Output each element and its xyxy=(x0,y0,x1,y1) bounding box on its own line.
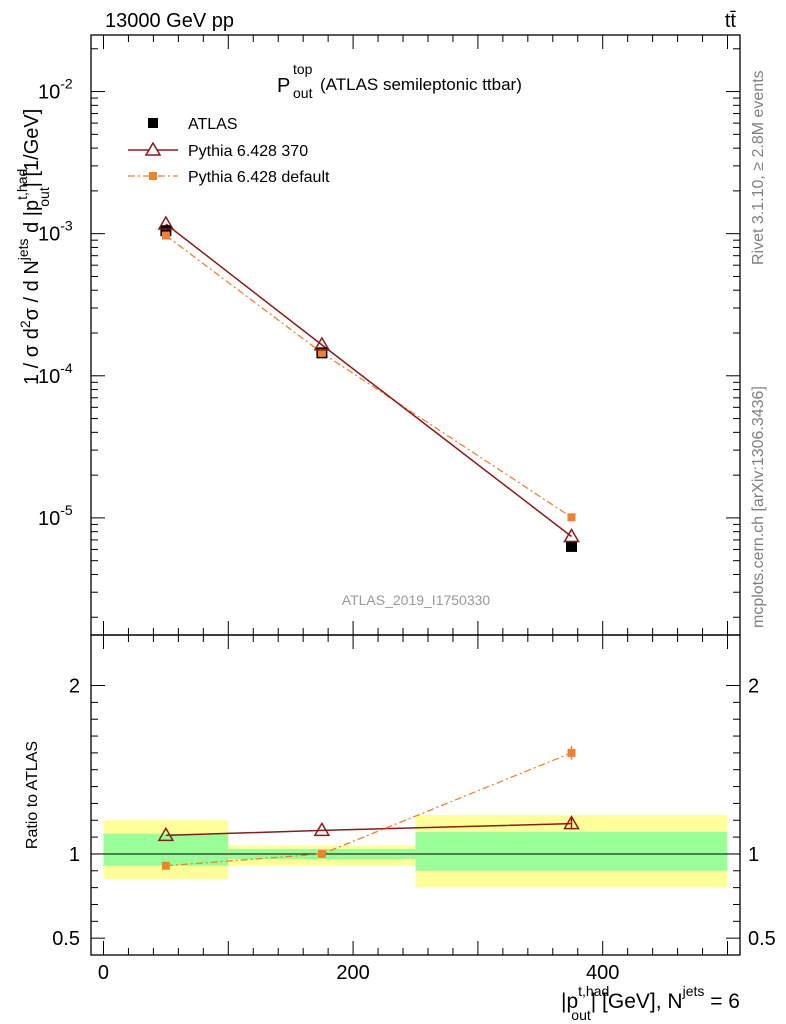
main-series xyxy=(157,215,580,552)
pythia370-point xyxy=(157,215,175,230)
xlabel-sup-thad: t,had xyxy=(578,983,609,999)
pythia-default-line xyxy=(165,235,572,518)
ylabel-part-1: 1 / σ d xyxy=(21,328,43,385)
main-y-axis-label: 1 / σ d2σ / d Njets d |pt,had out| [1/GeV… xyxy=(14,109,52,385)
ratio-y-tick-label-left: 2 xyxy=(69,676,80,698)
pythia-default-point xyxy=(161,231,170,240)
ratio-pythia-default-point xyxy=(161,861,170,870)
pythia370-line xyxy=(165,223,572,538)
ratio-y-tick-label-right: 2 xyxy=(748,676,759,698)
ratio-ticks: 0.5 0.5 1 1 2 2 0 200 400 xyxy=(52,635,776,984)
atlas-point xyxy=(566,540,578,552)
main-y-tick-exp: -3 xyxy=(60,218,73,234)
main-y-tick-exp: -4 xyxy=(60,360,73,376)
ylabel-sub-out: out xyxy=(36,187,52,207)
ratio-band-green xyxy=(415,832,728,871)
ylabel-sup-thad: t,had xyxy=(14,169,30,200)
main-y-tick-label: 10-5 xyxy=(38,502,73,530)
main-ticks: 10-210-310-410-5 xyxy=(38,35,740,635)
ratio-pythia370-point xyxy=(563,815,580,830)
ratio-pythia-default-point xyxy=(317,849,326,858)
ratio-series xyxy=(157,746,580,870)
legend-py370-marker xyxy=(144,141,162,156)
xlabel-part-6: = 6 xyxy=(704,990,740,1013)
xlabel-part-1: |p xyxy=(561,990,578,1013)
title-text: (ATLAS semileptonic ttbar) xyxy=(320,75,522,94)
main-y-tick-label: 10-2 xyxy=(38,76,73,104)
ratio-y-axis-label: Ratio to ATLAS xyxy=(24,741,41,849)
ratio-y-tick-label-left: 0.5 xyxy=(52,928,80,950)
process-label: tt̄ xyxy=(725,10,737,32)
ylabel-part-8: | [1/GeV] xyxy=(21,109,43,188)
ratio-x-tick-label: 400 xyxy=(586,962,619,984)
main-y-tick-base: 10 xyxy=(38,82,60,104)
x-axis-label: |pt,had out| [GeV], Njets = 6 xyxy=(561,983,740,1023)
pythia-default-point xyxy=(317,348,326,357)
rivet-label: Rivet 3.1.10, ≥ 2.8M events xyxy=(750,70,767,265)
xlabel-sub-out: out xyxy=(571,1007,591,1023)
ratio-y-tick-label-right: 0.5 xyxy=(748,928,776,950)
atlas-point xyxy=(160,225,172,237)
ratio-y-tick-label-right: 1 xyxy=(748,844,759,866)
title-symbol-sub: out xyxy=(293,85,313,101)
ratio-pythia370-point xyxy=(157,826,175,842)
legend-atlas-marker xyxy=(148,118,158,128)
main-y-tick-base: 10 xyxy=(38,508,60,530)
energy-label: 13000 GeV pp xyxy=(105,10,234,32)
ratio-pythia-default-point xyxy=(567,748,576,757)
main-y-tick-exp: -2 xyxy=(60,76,73,92)
ratio-x-tick-label: 0 xyxy=(98,962,109,984)
ratio-x-tick-label: 200 xyxy=(336,962,369,984)
legend-py370-label: Pythia 6.428 370 xyxy=(188,143,308,160)
title-symbol-sup: top xyxy=(293,61,313,77)
ylabel-sup-jets: jets xyxy=(15,238,31,261)
legend-pydef-label: Pythia 6.428 default xyxy=(188,169,330,186)
ratio-frame xyxy=(90,634,741,956)
ylabel-part-5: d |p xyxy=(21,200,43,239)
ratio-pythia370-line xyxy=(165,822,572,837)
ratio-band-green xyxy=(103,833,229,866)
main-y-tick-base: 10 xyxy=(38,224,60,246)
legend-pydef-marker xyxy=(149,172,157,180)
main-panel: 10-210-310-410-5 P top out (ATLAS semile… xyxy=(14,34,741,636)
xlabel-part-4: | [GeV], N xyxy=(591,990,683,1013)
analysis-label: ATLAS_2019_I1750330 xyxy=(342,592,491,608)
pythia370-point xyxy=(563,528,580,543)
ylabel-sup-2: 2 xyxy=(17,320,33,328)
pythia-default-point xyxy=(567,513,576,522)
plot-title: P top out (ATLAS semileptonic ttbar) xyxy=(277,61,522,101)
legend: ATLAS Pythia 6.428 370 Pythia 6.428 defa… xyxy=(128,116,330,186)
mcplots-label: mcplots.cern.ch [arXiv:1306.3436] xyxy=(750,386,767,628)
ratio-bands xyxy=(103,815,728,888)
main-y-tick-base: 10 xyxy=(38,366,60,388)
xlabel-sup-jets: jets xyxy=(682,983,705,999)
ratio-panel: 0.5 0.5 1 1 2 2 0 200 400 Ratio to ATLAS |pt,had… xyxy=(24,634,776,1023)
main-y-tick-label: 10-4 xyxy=(38,360,73,388)
ratio-y-tick-label-left: 1 xyxy=(69,844,80,866)
title-symbol-base: P xyxy=(277,75,290,97)
ylabel-part-3: σ / d N xyxy=(21,260,43,320)
ratio-pythia370-point xyxy=(313,821,331,837)
pythia370-point xyxy=(313,336,331,351)
main-y-tick-exp: -5 xyxy=(60,502,73,518)
main-y-tick-label: 10-3 xyxy=(38,218,73,246)
legend-atlas-label: ATLAS xyxy=(188,116,238,133)
